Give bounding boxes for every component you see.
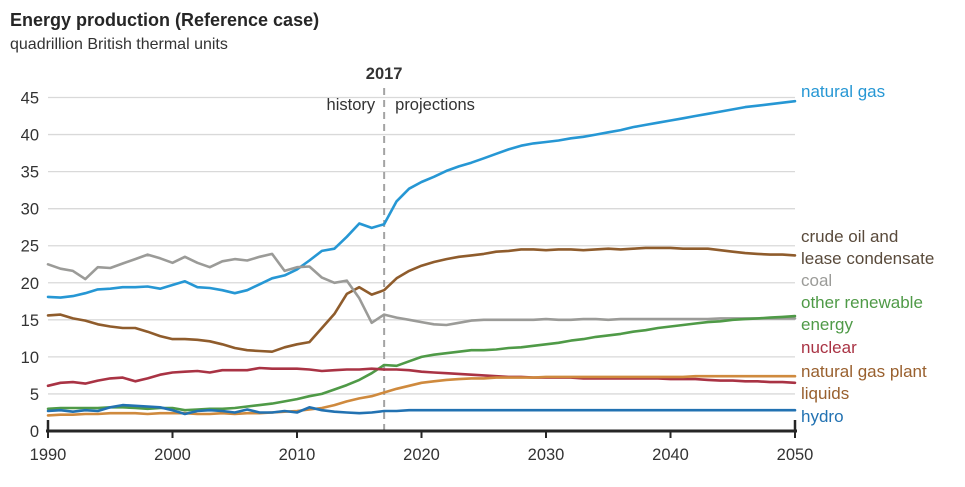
- series-line-hydro: [46, 403, 797, 416]
- projections-label: projections: [395, 96, 475, 114]
- series-line-ngpl: [46, 374, 797, 417]
- x-tick-label-2010: 2010: [279, 446, 316, 464]
- y-tick-label-35: 35: [21, 164, 39, 182]
- y-tick-label-30: 30: [21, 201, 39, 219]
- y-tick-label-25: 25: [21, 238, 39, 256]
- series-line-other-renewable: [46, 314, 797, 412]
- y-tick-label-5: 5: [30, 386, 39, 404]
- x-tick-label-2040: 2040: [652, 446, 689, 464]
- legend-label-crude-oil: crude oil and lease condensate: [801, 227, 935, 268]
- legend-label-coal: coal: [801, 271, 833, 290]
- legend-label-natural-gas: natural gas: [801, 82, 886, 101]
- series-line-nuclear: [46, 366, 797, 388]
- y-tick-label-10: 10: [21, 349, 39, 367]
- page-title: Energy production (Reference case): [10, 10, 320, 30]
- x-tick-label-2030: 2030: [528, 446, 565, 464]
- y-tick-label-0: 0: [30, 423, 39, 441]
- y-tick-label-20: 20: [21, 275, 39, 293]
- legend-label-hydro: hydro: [801, 407, 844, 426]
- series-line-crude-oil: [46, 246, 797, 354]
- legend-label-ngpl: natural gas plant liquids: [801, 362, 927, 403]
- legend-label-other-renewable: other renewable energy: [801, 293, 923, 334]
- legend-label-nuclear: nuclear: [801, 338, 857, 357]
- x-tick-label-2050: 2050: [777, 446, 814, 464]
- x-tick-label-2020: 2020: [403, 446, 440, 464]
- y-tick-label-45: 45: [21, 90, 39, 108]
- units-label: quadrillion British thermal units: [10, 36, 228, 53]
- x-tick-label-1990: 1990: [30, 446, 67, 464]
- series-line-coal: [46, 252, 797, 327]
- x-tick-label-2000: 2000: [154, 446, 191, 464]
- y-tick-label-15: 15: [21, 312, 39, 330]
- series-line-natural-gas: [46, 99, 797, 299]
- history-label: history: [326, 96, 376, 114]
- divider-year-label: 2017: [365, 65, 403, 83]
- y-tick-label-40: 40: [21, 127, 39, 145]
